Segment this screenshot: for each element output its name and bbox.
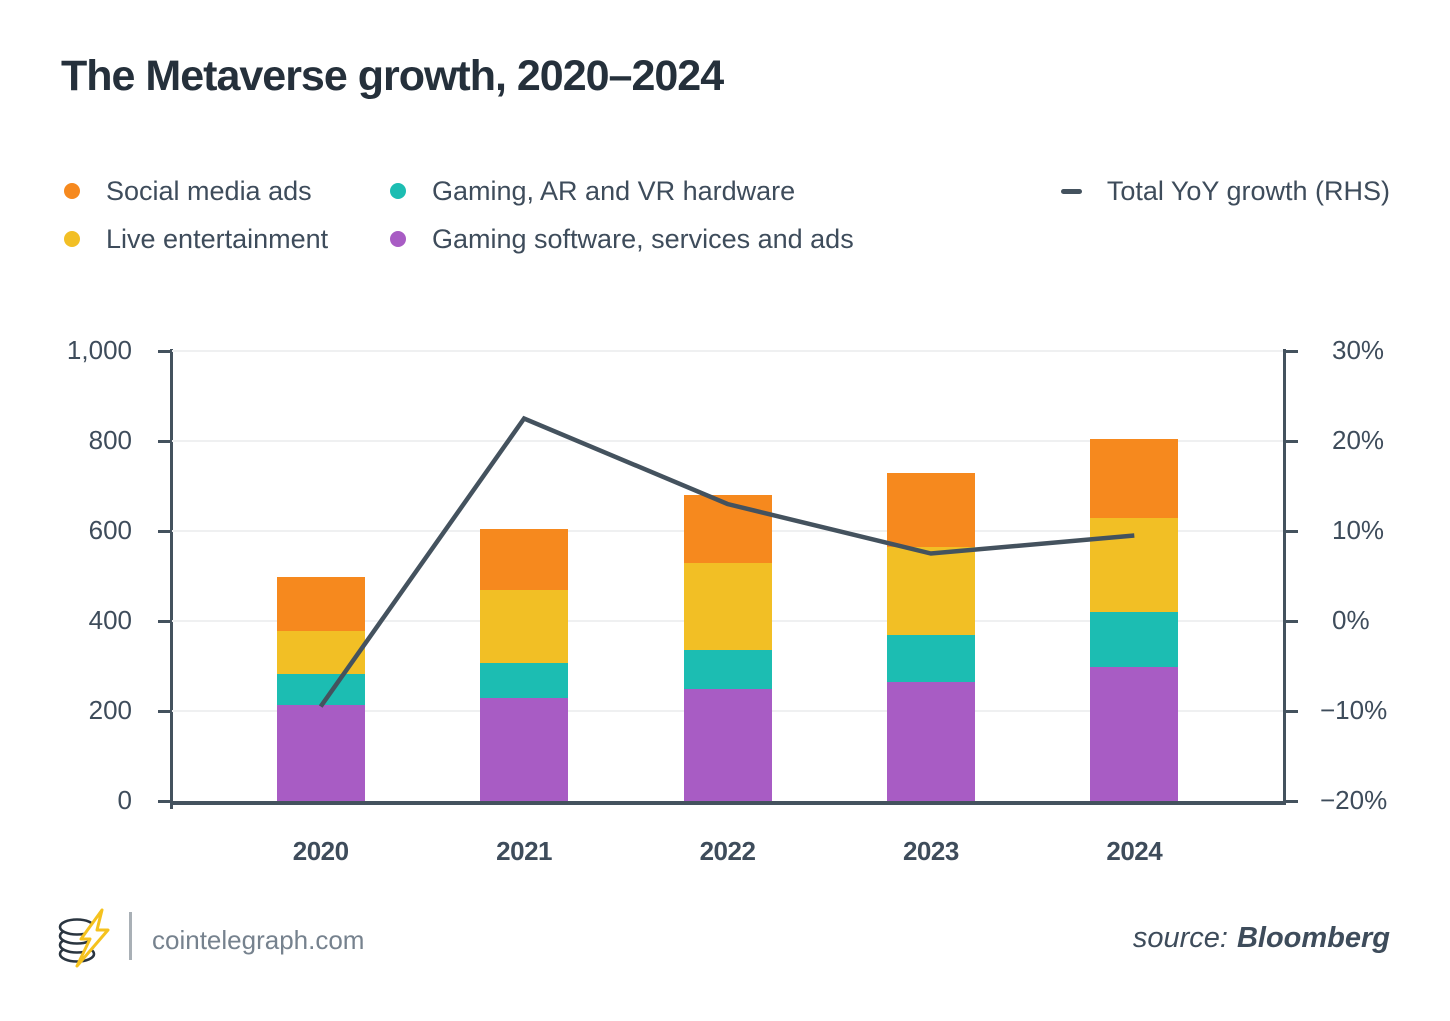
cointelegraph-logo xyxy=(58,908,110,968)
source-label: source: xyxy=(1132,922,1228,954)
gridline xyxy=(172,440,1283,442)
legend-dot-icon xyxy=(390,183,406,199)
right-axis-label: 10% xyxy=(1332,515,1385,545)
legend-item-label: Social media ads xyxy=(106,175,312,206)
bar-segment xyxy=(886,546,975,635)
legend-column-2: Gaming, AR and VR hardware Gaming softwar… xyxy=(390,176,854,254)
x-axis-line xyxy=(170,801,1286,805)
legend-item-label: Gaming, AR and VR hardware xyxy=(432,175,796,206)
left-axis-label: 0 xyxy=(117,785,132,815)
left-axis-label: 600 xyxy=(88,515,132,545)
legend-column-3: Total YoY growth (RHS) xyxy=(1060,175,1390,206)
bars xyxy=(172,351,1283,801)
legend-item: Total YoY growth (RHS) xyxy=(1060,175,1390,206)
left-axis-tick xyxy=(158,440,172,443)
bar-segment xyxy=(886,634,975,682)
legend-item-label: Total YoY growth (RHS) xyxy=(1106,175,1390,206)
legend-item: Gaming, AR and VR hardware xyxy=(390,176,854,206)
bar-segment xyxy=(276,673,365,706)
legend-item-label: Live entertainment xyxy=(106,223,329,254)
right-axis-label: −10% xyxy=(1320,695,1388,725)
lightning-bolt-icon xyxy=(75,908,110,968)
bar-segment xyxy=(1090,612,1179,668)
bar-slot xyxy=(422,351,625,801)
left-axis-tick xyxy=(158,350,172,353)
left-axis-tick xyxy=(158,710,172,713)
bar-segment xyxy=(886,681,975,801)
right-axis-line xyxy=(1283,349,1286,805)
chart-title: The Metaverse growth, 2020–2024 xyxy=(61,52,724,100)
right-axis-tick xyxy=(1284,440,1298,443)
legend-dot-icon xyxy=(64,231,80,247)
right-axis-label: 20% xyxy=(1332,425,1385,455)
right-axis-tick xyxy=(1284,530,1298,533)
left-axis-tick xyxy=(158,800,172,803)
bar-segment xyxy=(886,472,975,547)
right-axis-tick xyxy=(1284,800,1298,803)
source-note: source: Bloomberg xyxy=(1133,922,1390,955)
line-legend-dash-icon xyxy=(1060,188,1082,194)
left-axis-tick xyxy=(158,530,172,533)
right-axis-tick xyxy=(1284,620,1298,623)
bar-slot xyxy=(219,351,422,801)
left-axis-label: 200 xyxy=(88,695,132,725)
right-axis-tick xyxy=(1284,710,1298,713)
right-axis-label: 30% xyxy=(1332,335,1385,365)
brand-text: cointelegraph.com xyxy=(152,925,365,955)
bar-segment xyxy=(480,662,569,698)
legend-item-label: Gaming software, services and ads xyxy=(432,223,854,254)
bar-2024 xyxy=(1090,438,1179,801)
left-axis-label: 1,000 xyxy=(66,335,132,365)
legend-item: Live entertainment xyxy=(64,224,328,254)
bar-segment xyxy=(480,528,569,590)
right-axis-label: 0% xyxy=(1332,605,1370,635)
legend-item: Social media ads xyxy=(64,176,328,206)
bar-slot xyxy=(829,351,1032,801)
bar-segment xyxy=(1090,438,1179,518)
bar-segment xyxy=(480,697,569,801)
left-axis-label: 800 xyxy=(88,425,132,455)
bar-segment xyxy=(480,589,569,663)
legend-dot-icon xyxy=(64,183,80,199)
plot-area xyxy=(172,350,1283,801)
bar-segment xyxy=(276,576,365,631)
x-axis-label: 2023 xyxy=(902,836,959,866)
bar-segment xyxy=(683,689,772,801)
x-axis-label: 2020 xyxy=(292,836,349,866)
bar-2021 xyxy=(480,528,569,801)
bar-segment xyxy=(683,650,772,690)
bar-segment xyxy=(683,562,772,651)
left-axis-tick xyxy=(158,620,172,623)
footer-divider xyxy=(129,912,132,960)
right-axis-label: −20% xyxy=(1320,785,1388,815)
x-axis-label: 2024 xyxy=(1106,836,1163,866)
source-name: Bloomberg xyxy=(1236,922,1390,954)
legend-item: Gaming software, services and ads xyxy=(390,224,854,254)
right-axis-tick xyxy=(1284,350,1298,353)
bar-slot xyxy=(1033,351,1236,801)
left-axis-label: 400 xyxy=(88,605,132,635)
gridline xyxy=(172,350,1283,352)
bar-segment xyxy=(1090,517,1179,613)
left-axis-line xyxy=(170,349,173,809)
bar-segment xyxy=(276,705,365,801)
bar-2023 xyxy=(886,472,975,801)
x-axis-label: 2021 xyxy=(496,836,553,866)
yoy-line xyxy=(318,415,1135,708)
legend-dot-icon xyxy=(390,231,406,247)
x-axis-label: 2022 xyxy=(699,836,756,866)
bar-2020 xyxy=(276,576,365,801)
yoy-line-path xyxy=(318,415,1135,708)
legend-column-1: Social media ads Live entertainment xyxy=(64,176,328,254)
bar-segment xyxy=(1090,667,1179,801)
